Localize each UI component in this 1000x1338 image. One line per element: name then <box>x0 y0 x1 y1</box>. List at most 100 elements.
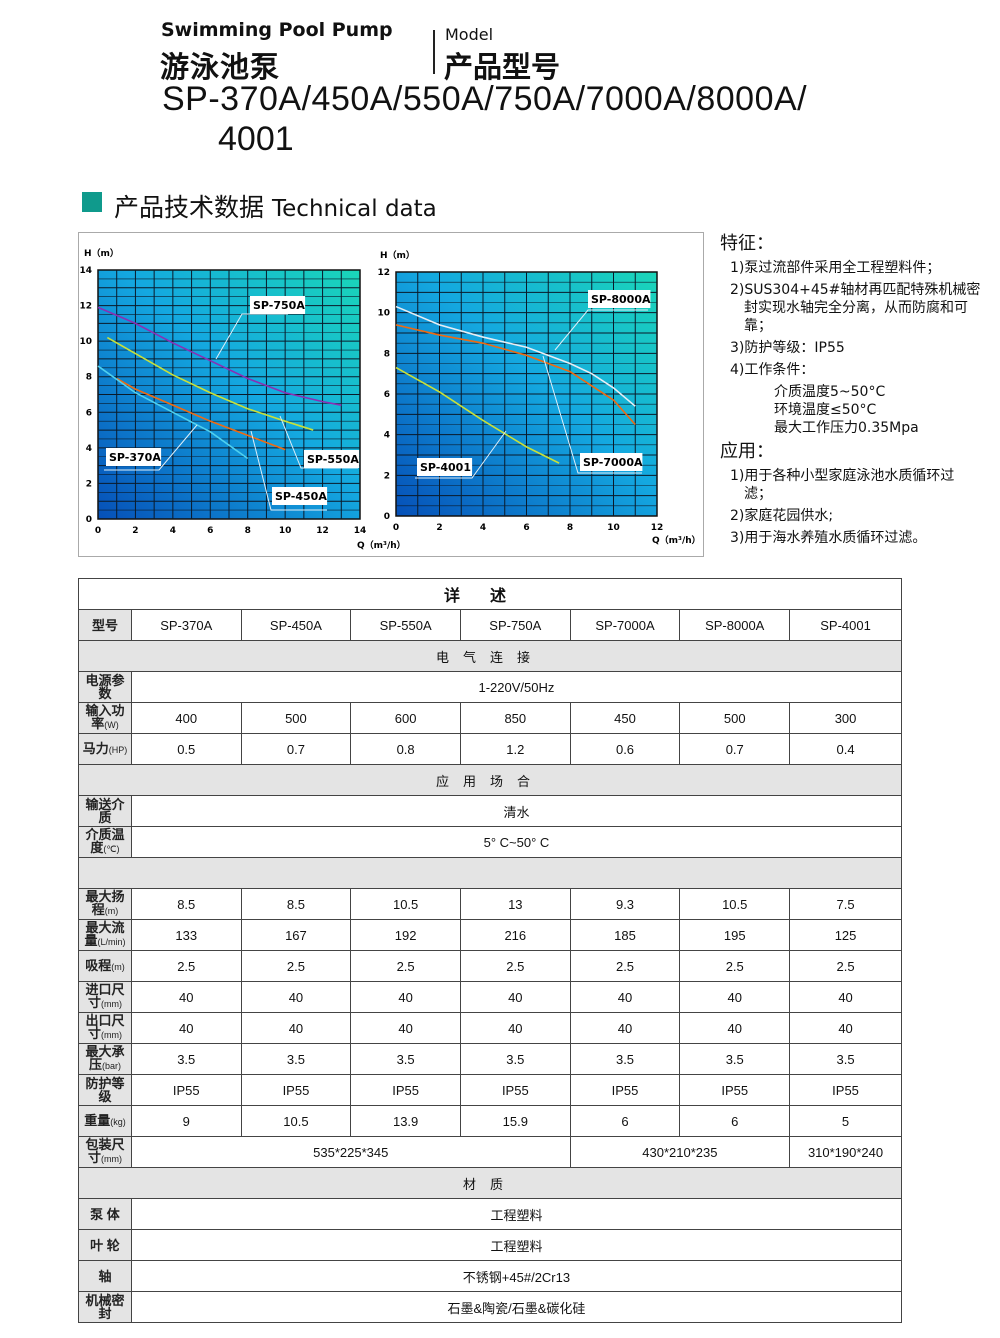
divider <box>433 30 435 74</box>
row-label: 输入功率(W) <box>78 702 132 734</box>
cell: IP55 <box>459 1074 571 1106</box>
y-tick-label: 10 <box>377 309 390 319</box>
row-label: 机械密封 <box>78 1291 132 1323</box>
cell: 10.5 <box>679 888 791 920</box>
row-unit: (bar) <box>101 1061 121 1071</box>
y-tick-label: 2 <box>86 479 92 489</box>
feature-item: 2)SUS304+45#轴材再匹配特殊机械密 <box>730 282 981 298</box>
row-label-text: 最大扬程 <box>85 889 125 917</box>
cell: 2.5 <box>240 950 352 982</box>
cell: 850 <box>459 702 571 734</box>
feature-item: 4)工作条件： <box>730 362 815 378</box>
series-label: SP-550A <box>307 453 359 466</box>
cell: 0.7 <box>679 733 791 765</box>
cell: 185 <box>569 919 681 951</box>
cell: 40 <box>350 1012 461 1044</box>
row-label: 介质温度(℃) <box>78 826 132 858</box>
cell: IP55 <box>130 1074 242 1106</box>
series-label: SP-7000A <box>583 456 643 469</box>
cell: 535*225*345 <box>130 1136 571 1168</box>
series-line-sp-7000a <box>395 324 636 426</box>
cell: 40 <box>789 1012 902 1044</box>
cell: 2.5 <box>569 950 681 982</box>
cell: 195 <box>679 919 791 951</box>
x-tick-label: 12 <box>316 526 329 536</box>
row-label-text: 输入功率 <box>85 703 125 731</box>
cell: 0.4 <box>789 733 902 765</box>
row-label-text: 马力 <box>82 740 109 756</box>
row-label-text: 最大承压 <box>85 1044 125 1072</box>
x-tick-label: 10 <box>279 526 292 536</box>
row-unit: (℃) <box>103 844 120 854</box>
x-tick-label: 6 <box>523 523 529 533</box>
legend-box <box>250 296 306 314</box>
features-panel: 特征： 1)泵过流部件采用全工程塑料件； 2)SUS304+45#轴材再匹配特殊… <box>720 233 995 551</box>
row-label: 输送介质 <box>78 795 132 827</box>
x-axis-label: Q（m³/h） <box>357 540 406 551</box>
spec-table: 详述 型号 SP-370A SP-450A SP-550A SP-750A SP-7000A… <box>78 578 903 1323</box>
x-tick-label: 4 <box>170 526 176 536</box>
x-tick-label: 0 <box>393 523 399 533</box>
legend-box <box>304 450 360 468</box>
application-item: 1)用于各种小型家庭泳池水质循环过 <box>730 468 955 484</box>
legend-box <box>580 453 643 471</box>
cell: 216 <box>459 919 571 951</box>
cell: IP55 <box>789 1074 902 1106</box>
cell: 500 <box>679 702 791 734</box>
row-label-text: 最大流量 <box>84 920 125 948</box>
x-tick-label: 0 <box>95 526 101 536</box>
cell: 600 <box>350 702 461 734</box>
cell: 40 <box>240 1012 352 1044</box>
cell: 清水 <box>130 795 903 827</box>
series-line-sp-4001 <box>395 366 560 464</box>
condition: 环境温度≤50°C <box>774 402 877 418</box>
row-label: 最大承压(bar) <box>78 1043 132 1075</box>
cell: 2.5 <box>789 950 902 982</box>
series-label: SP-750A <box>253 299 305 312</box>
feature-item: 3)防护等级：IP55 <box>730 340 845 356</box>
leader-line <box>554 309 648 351</box>
y-tick-label: 2 <box>384 471 390 481</box>
cell: 1-220V/50Hz <box>130 671 903 703</box>
cell: 6 <box>569 1105 681 1137</box>
cell: 9 <box>130 1105 242 1137</box>
cell: 40 <box>569 981 681 1013</box>
cell: 2.5 <box>459 950 571 982</box>
cell: 工程塑料 <box>130 1229 903 1261</box>
cell: 3.5 <box>569 1043 681 1075</box>
row-unit: (mm) <box>100 1030 122 1040</box>
cell: 430*210*235 <box>569 1136 791 1168</box>
row-unit: (W) <box>104 720 119 730</box>
y-tick-label: 6 <box>86 408 92 418</box>
row-unit: (mm) <box>100 1154 122 1164</box>
row-label: 型号 <box>78 609 132 641</box>
series-line-sp-550a <box>106 336 314 431</box>
legend-box <box>417 458 473 476</box>
series-label: SP-450A <box>275 490 327 503</box>
x-tick-label: 8 <box>567 523 573 533</box>
cell: 10.5 <box>240 1105 352 1137</box>
cell: 不锈钢+45#/2Cr13 <box>130 1260 903 1292</box>
cell: 3.5 <box>459 1043 571 1075</box>
row-label: 泵 体 <box>78 1198 132 1230</box>
table-row: 最大承压(bar) 3.5 3.5 3.5 3.5 3.5 3.5 3.5 <box>78 1043 902 1075</box>
x-tick-label: 2 <box>132 526 138 536</box>
series-line-sp-750a <box>97 306 342 406</box>
cell: 15.9 <box>459 1105 571 1137</box>
cell: 0.5 <box>130 733 242 765</box>
series-line-sp-8000a <box>395 305 636 407</box>
cell: 450 <box>569 702 681 734</box>
cell: 3.5 <box>679 1043 791 1075</box>
table-row: 叶 轮工程塑料 <box>78 1229 903 1261</box>
model-header: SP-450A <box>240 609 352 641</box>
y-axis-label: H（m） <box>380 250 415 261</box>
cell: 8.5 <box>240 888 352 920</box>
cell: 6 <box>679 1105 791 1137</box>
cell: IP55 <box>679 1074 791 1106</box>
y-axis-label: H（m） <box>84 248 119 259</box>
cell: 7.5 <box>789 888 902 920</box>
row-label-text: 泵 体 <box>90 1206 120 1222</box>
x-tick-label: 10 <box>607 523 620 533</box>
cell: IP55 <box>240 1074 352 1106</box>
model-list: SP-370A/450A/550A/750A/7000A/8000A/ <box>162 80 808 118</box>
